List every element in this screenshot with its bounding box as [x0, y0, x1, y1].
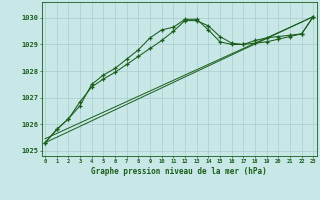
X-axis label: Graphe pression niveau de la mer (hPa): Graphe pression niveau de la mer (hPa): [91, 167, 267, 176]
